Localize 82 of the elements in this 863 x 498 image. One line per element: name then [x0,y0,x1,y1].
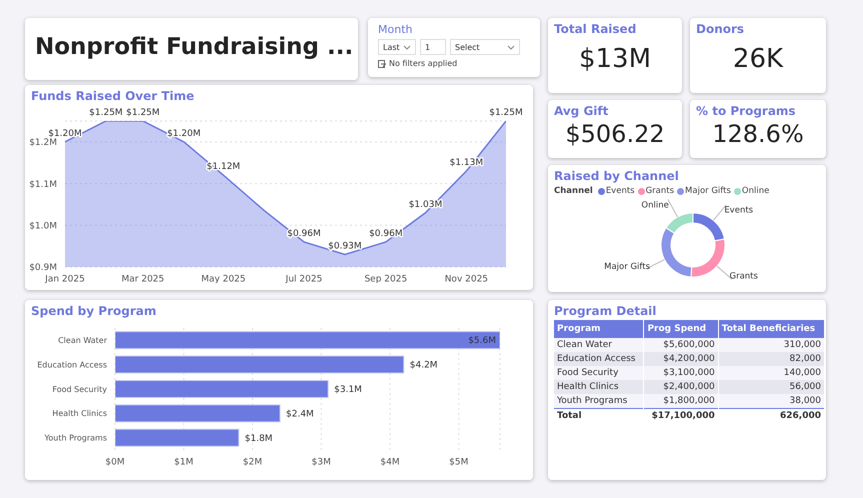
data-label: $1.25M [489,108,523,118]
x-tick-label: $3M [312,457,331,468]
x-tick-label: $1M [174,457,194,468]
text: 38,000 [718,394,824,408]
legend-label: Major Gifts [684,186,731,196]
data-label: $0.93M [328,241,362,252]
y-tick-label: $1.1M [29,180,57,190]
text: $506.22 [564,120,666,148]
text: Select [455,42,480,52]
chart-title: Funds Raised Over Time [30,88,196,103]
text: Food Security [556,367,620,380]
text: 1 [425,42,430,52]
data-label: $1.25M [126,108,160,118]
x-tick-label: Nov 2025 [444,274,488,284]
text: $3,100,000 [644,366,718,380]
data-label: $1.20M [48,128,82,139]
text: 310,000 [718,338,824,352]
text: 128.6% [711,120,805,148]
x-tick-label: $5M [449,457,468,468]
data-label: $1.20M [167,128,201,139]
slice-label: Major Gifts [604,262,651,272]
text: Total [556,410,583,423]
text: Total Beneficiaries [718,320,824,338]
text: Prog Spend [644,320,718,338]
text: % to Programs [695,103,797,118]
text: $17,100,000 [644,408,718,423]
text: $4,200,000 [644,352,718,366]
text: 82,000 [718,352,824,366]
slice-label: Events [724,206,754,216]
y-tick-label: Education Access [37,360,107,370]
text: Month [377,22,414,38]
x-tick-label: $2M [242,457,262,468]
data-label: $3.1M [334,384,362,395]
chart-title: Spend by Program [30,303,158,318]
x-tick-label: Jan 2025 [44,274,85,284]
text: $13M [578,44,652,74]
text: Nonprofit Fundraising ... [34,33,354,62]
y-tick-label: $1.0M [29,221,57,232]
text: Donors [695,21,746,36]
x-tick-label: $0M [105,457,125,468]
legend-title: Channel [554,186,593,196]
bar [115,428,240,447]
y-tick-label: $1.2M [29,138,57,148]
text: Last [383,42,400,52]
text: 56,000 [718,380,824,394]
text: No filters applied [389,59,458,68]
text: Clean Water [556,339,614,352]
y-tick-label: Food Security [52,384,108,394]
legend-label: Grants [644,186,674,196]
x-tick-label: Sep 2025 [364,274,408,284]
text: Total Raised [553,21,638,36]
y-tick-label: $0.9M [29,263,57,274]
text: 140,000 [718,366,824,380]
bar [115,380,329,398]
text: Avg Gift [553,103,610,118]
y-tick-label: Clean Water [58,336,108,346]
text: 626,000 [718,408,824,423]
x-tick-label: Mar 2025 [122,274,164,284]
text: Program Detail [553,303,658,318]
text: $2,400,000 [644,380,718,394]
chart-title: Raised by Channel [553,168,680,183]
data-label: $2.4M [286,409,314,420]
x-tick-label: May 2025 [201,274,246,284]
legend-label: Events [604,186,635,196]
data-label: $5.6M [468,336,496,346]
bar [115,404,280,422]
x-tick-label: $4M [380,457,400,468]
slice-label: Grants [730,271,759,282]
legend-label: Online [740,186,770,196]
text: $1,800,000 [644,394,718,408]
text: $5,600,000 [644,338,718,352]
data-label: $4.2M [410,360,438,371]
y-tick-label: Youth Programs [44,434,107,443]
slice-label: Online [641,200,669,211]
bar [115,331,500,350]
x-tick-label: Jul 2025 [284,274,322,284]
bar [115,356,404,374]
text: 26K [732,44,784,74]
text: Youth Programs [556,395,628,408]
data-label: $1.25M [89,108,123,118]
y-tick-label: Health Clinics [52,409,107,418]
data-label: $1.8M [244,434,273,444]
